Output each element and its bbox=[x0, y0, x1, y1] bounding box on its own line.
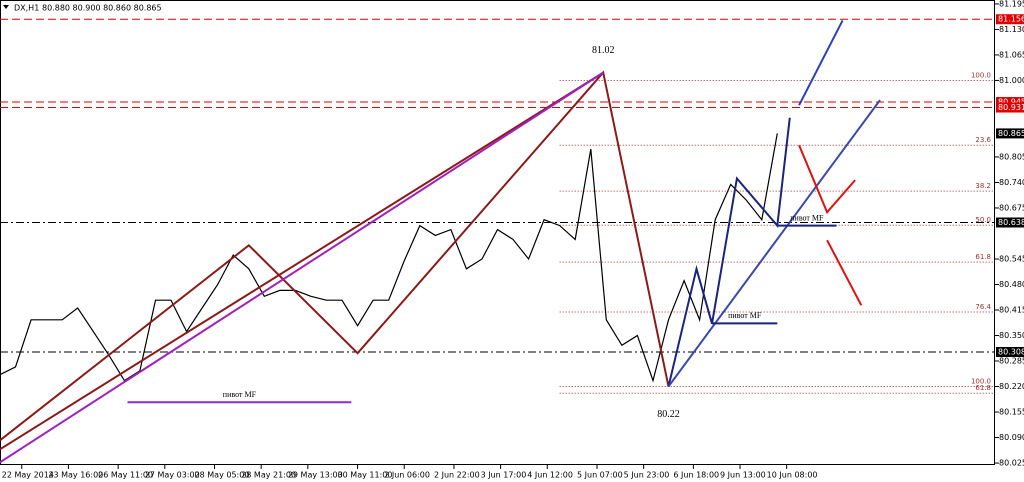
y-tick-label: 80.740 bbox=[999, 178, 1024, 187]
y-tick-label: 80.090 bbox=[999, 433, 1024, 442]
x-tick-label: 28 May 21:00 bbox=[241, 471, 296, 480]
y-tick-label: 81.065 bbox=[999, 50, 1024, 59]
fib-label: 76.4 bbox=[975, 303, 991, 311]
x-tick-label: 28 May 05:00 bbox=[195, 471, 250, 480]
fib-label: 61.8 bbox=[975, 384, 991, 392]
y-tick-label: 80.545 bbox=[999, 254, 1024, 263]
y-tick-label: 81.130 bbox=[999, 25, 1024, 34]
fib-label: 50.0 bbox=[975, 216, 991, 224]
x-tick-label: 5 Jun 07:00 bbox=[577, 471, 623, 480]
trend-drawing bbox=[667, 99, 881, 388]
y-tick-label: 80.480 bbox=[999, 280, 1024, 289]
x-tick-label: 4 Jun 12:00 bbox=[527, 471, 573, 480]
fib-label: 100.0 bbox=[971, 71, 991, 79]
price-tag-label: 80.638 bbox=[998, 218, 1024, 227]
y-tick-label: 81.000 bbox=[999, 76, 1024, 85]
price-tag-label: 80.308 bbox=[998, 347, 1024, 356]
x-tick-label: 9 Jun 13:00 bbox=[720, 471, 766, 480]
y-tick-label: 80.350 bbox=[999, 331, 1024, 340]
price-line bbox=[0, 133, 778, 383]
y-tick-label: 80.155 bbox=[999, 408, 1024, 417]
x-tick-label: 2 Jun 22:00 bbox=[434, 471, 480, 480]
pivot-label: пивот MF bbox=[728, 311, 762, 320]
x-tick-label: 22 May 2014 bbox=[2, 471, 54, 480]
pivot-label: пивот MF bbox=[223, 390, 257, 399]
price-tag bbox=[996, 128, 1024, 139]
price-tag bbox=[996, 97, 1024, 108]
chart-subtitle: 80.880 80.900 80.860 80.865 bbox=[42, 4, 162, 13]
y-tick-label: 80.675 bbox=[999, 203, 1024, 212]
price-tag-label: 81.156 bbox=[998, 15, 1024, 24]
y-tick-label: 80.805 bbox=[999, 152, 1024, 161]
x-tick-label: 30 May 11:00 bbox=[338, 471, 393, 480]
x-tick-label: 2 Jun 06:00 bbox=[384, 471, 430, 480]
trend-drawing bbox=[0, 71, 604, 464]
title-icon bbox=[3, 5, 9, 9]
price-tag bbox=[996, 102, 1024, 113]
x-tick-label: 10 Jun 08:00 bbox=[767, 471, 818, 480]
fib-label: 61.8 bbox=[975, 253, 991, 261]
pivot-label: пивот MF bbox=[790, 213, 824, 222]
x-tick-label: 6 Jun 18:00 bbox=[673, 471, 719, 480]
fib-label: 100.0 bbox=[971, 378, 991, 386]
x-tick-label: 23 May 16:00 bbox=[48, 471, 103, 480]
trend-drawing bbox=[667, 117, 791, 387]
price-tag-label: 80.931 bbox=[998, 103, 1024, 112]
vertex-label: 81.02 bbox=[592, 45, 615, 56]
x-tick-label: 5 Jun 23:00 bbox=[624, 471, 670, 480]
fib-label: 38.2 bbox=[975, 182, 991, 190]
trend-drawing bbox=[826, 239, 863, 306]
price-tag bbox=[996, 346, 1024, 357]
y-tick-label: 80.415 bbox=[999, 306, 1024, 315]
y-tick-label: 80.285 bbox=[999, 357, 1024, 366]
trend-drawing bbox=[0, 70, 670, 442]
price-tag-label: 80.945 bbox=[998, 98, 1024, 107]
trend-drawing bbox=[798, 19, 844, 106]
x-tick-label: 26 May 11:00 bbox=[98, 471, 153, 480]
trend-drawing bbox=[0, 71, 604, 451]
plot-frame bbox=[0, 0, 995, 465]
price-tag-label: 80.865 bbox=[998, 129, 1024, 138]
y-tick-label: 80.220 bbox=[999, 382, 1024, 391]
vertex-label: 80.22 bbox=[657, 409, 680, 420]
fib-label: 23.6 bbox=[975, 136, 991, 144]
price-tag bbox=[996, 14, 1024, 25]
price-tag bbox=[996, 217, 1024, 228]
y-tick-label: 80.025 bbox=[999, 459, 1024, 468]
x-tick-label: 29 May 13:00 bbox=[288, 471, 343, 480]
y-tick-label: 81.195 bbox=[999, 0, 1024, 8]
chart-title: DX,H1 bbox=[14, 4, 39, 13]
trend-drawing bbox=[798, 144, 856, 215]
x-tick-label: 3 Jun 17:00 bbox=[481, 471, 527, 480]
x-tick-label: 27 May 03:00 bbox=[145, 471, 200, 480]
